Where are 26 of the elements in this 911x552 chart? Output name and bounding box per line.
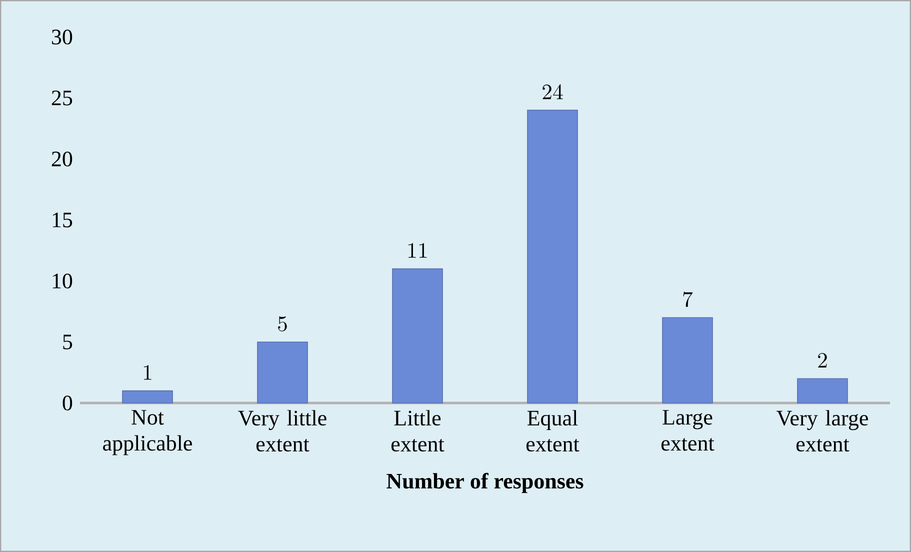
bar xyxy=(662,317,713,404)
bar xyxy=(527,110,578,404)
y-tick-label: 25 xyxy=(52,90,72,106)
bar xyxy=(122,390,173,404)
y-tick-label: 30 xyxy=(52,30,72,44)
bar xyxy=(392,268,443,404)
x-tick-label: Equal extent xyxy=(526,410,580,452)
y-tick-label: 20 xyxy=(52,152,72,166)
data-label: 2 xyxy=(818,352,827,368)
y-tick-label: 5 xyxy=(63,334,72,350)
x-tick-label: Very little extent xyxy=(238,410,326,452)
x-axis-title: Number of responses xyxy=(386,472,584,494)
y-tick-label: 15 xyxy=(52,212,72,228)
bar xyxy=(797,378,848,404)
bar xyxy=(257,342,308,404)
y-tick-label: 0 xyxy=(62,396,72,410)
x-tick-label: Not applicable xyxy=(103,410,192,456)
x-tick-label: Very large extent xyxy=(776,410,868,452)
x-tick-label: Large extent xyxy=(661,410,714,451)
y-tick-label: 10 xyxy=(52,274,72,288)
data-label: 7 xyxy=(683,292,693,308)
data-label: 5 xyxy=(278,316,287,332)
x-tick-label: Little extent xyxy=(391,410,444,452)
data-label: 1 xyxy=(144,365,152,380)
data-label: 24 xyxy=(542,84,563,100)
data-label: 11 xyxy=(408,243,427,258)
